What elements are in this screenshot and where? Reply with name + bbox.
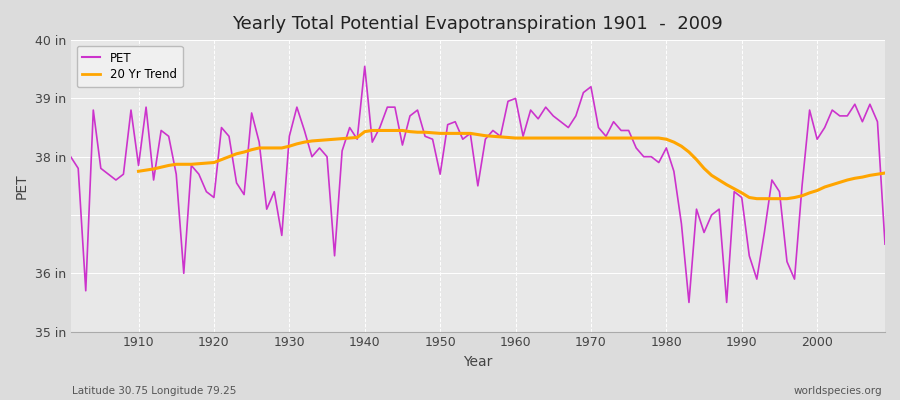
X-axis label: Year: Year (464, 355, 492, 369)
Text: Latitude 30.75 Longitude 79.25: Latitude 30.75 Longitude 79.25 (72, 386, 237, 396)
Text: worldspecies.org: worldspecies.org (794, 386, 882, 396)
Y-axis label: PET: PET (15, 173, 29, 199)
Legend: PET, 20 Yr Trend: PET, 20 Yr Trend (76, 46, 183, 87)
Title: Yearly Total Potential Evapotranspiration 1901  -  2009: Yearly Total Potential Evapotranspiratio… (232, 15, 724, 33)
